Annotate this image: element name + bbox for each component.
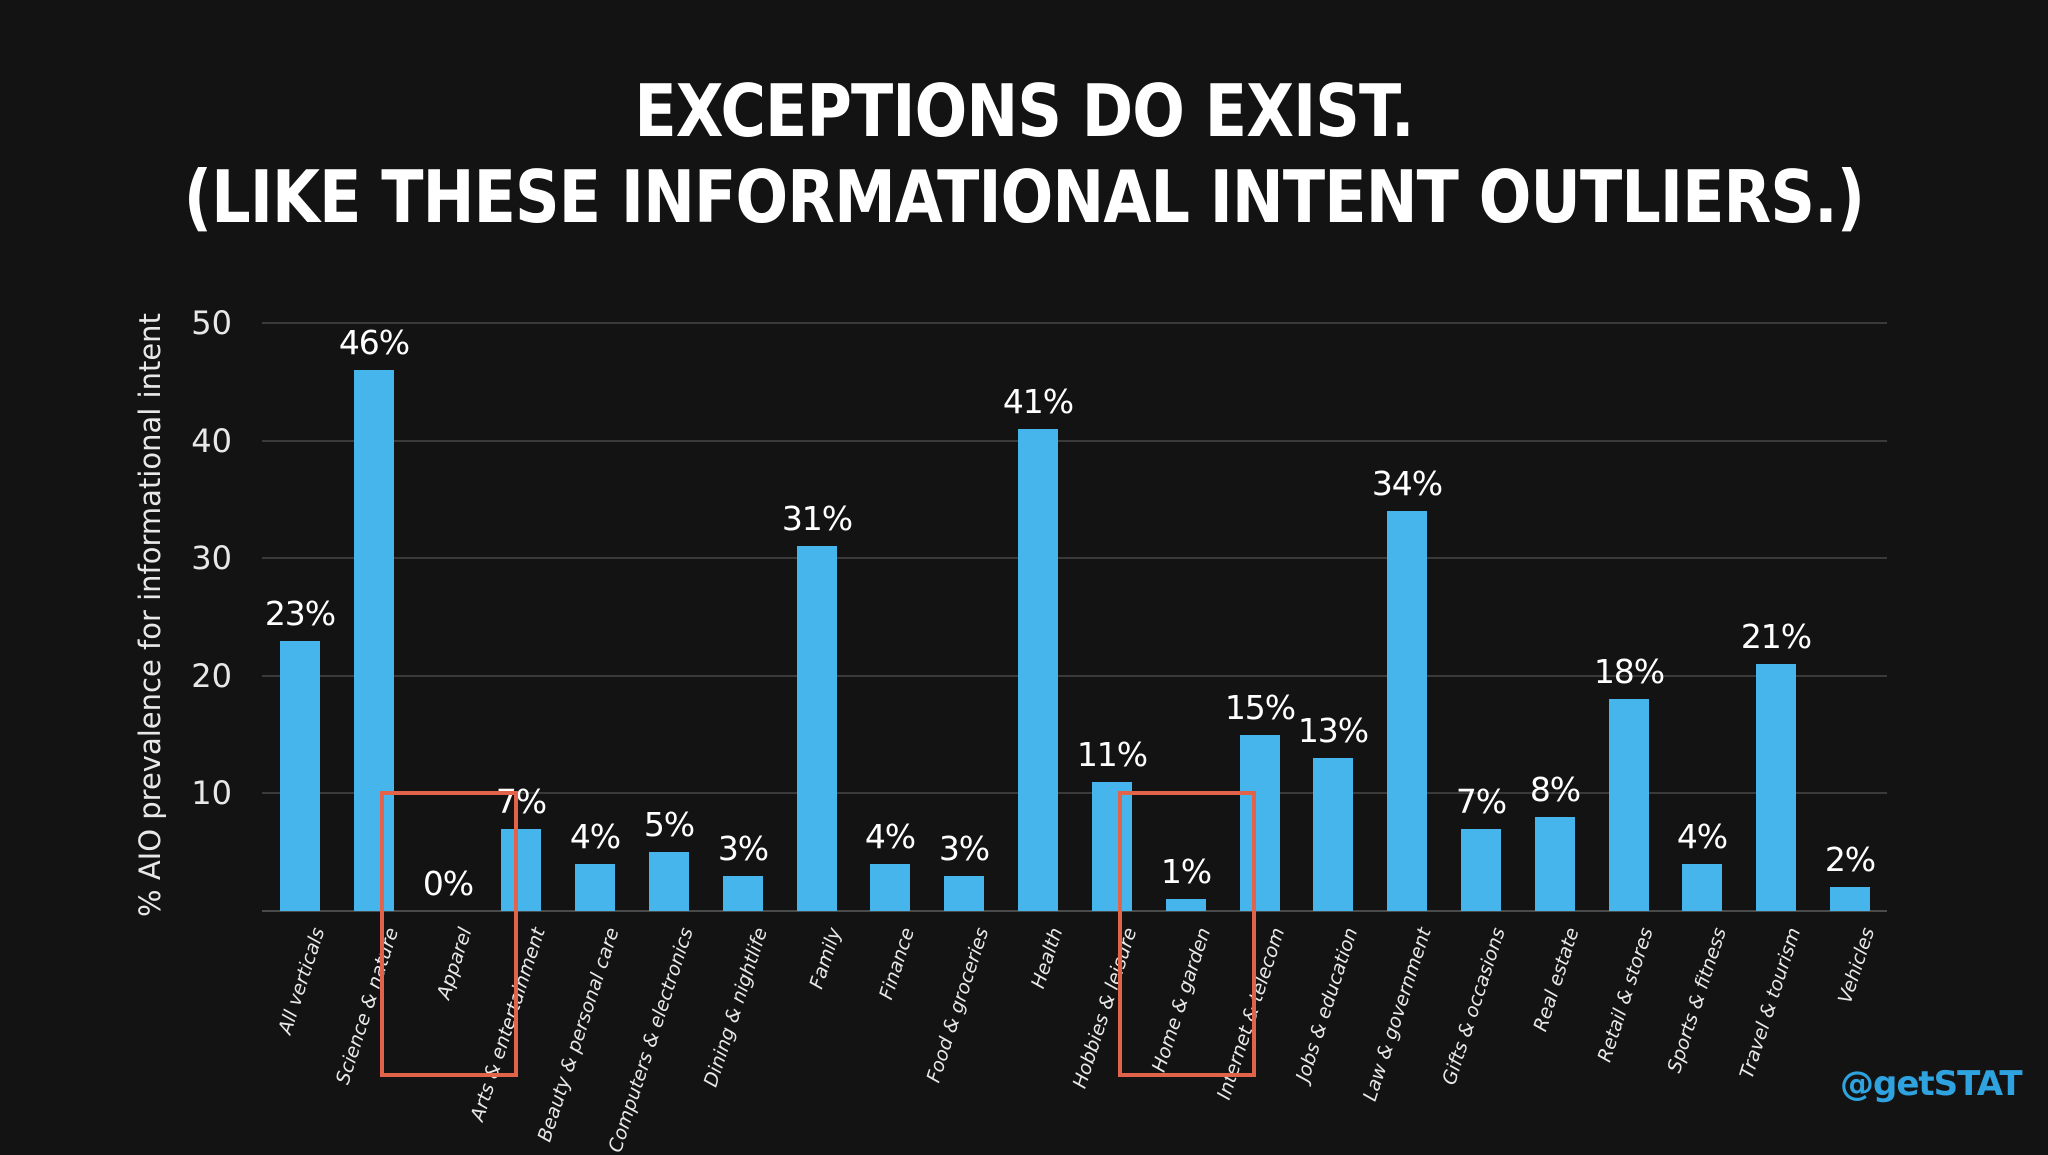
x-tick-label: Computers & electronics xyxy=(604,925,698,1155)
bar-value-label: 4% xyxy=(1676,817,1728,856)
gridline xyxy=(262,792,1887,794)
bar xyxy=(944,876,984,911)
bar-value-label: 41% xyxy=(1002,382,1074,421)
bar-value-label: 2% xyxy=(1824,840,1876,879)
x-tick-label: Dining & nightlife xyxy=(699,925,772,1090)
bar-value-label: 3% xyxy=(717,829,769,868)
bar xyxy=(1313,758,1353,911)
gridline xyxy=(262,675,1887,677)
bar-value-label: 21% xyxy=(1740,617,1812,656)
highlight-box xyxy=(1118,791,1256,1077)
bar xyxy=(1166,899,1206,911)
y-axis-label: % AIO prevalence for informational inten… xyxy=(133,313,167,917)
bar-value-label: 11% xyxy=(1076,735,1148,774)
bar-value-label: 8% xyxy=(1529,770,1581,809)
bar xyxy=(1830,887,1870,911)
x-tick-label: Retail & stores xyxy=(1593,925,1658,1065)
bar xyxy=(1018,429,1058,911)
gridline xyxy=(262,322,1887,324)
bar-value-label: 5% xyxy=(643,805,695,844)
slide-title: EXCEPTIONS DO EXIST. (LIKE THESE INFORMA… xyxy=(0,68,2048,240)
bar xyxy=(1609,699,1649,911)
bar-value-label: 18% xyxy=(1593,652,1665,691)
highlight-box xyxy=(380,791,518,1077)
bar xyxy=(1461,829,1501,911)
y-tick-label: 40 xyxy=(191,422,232,460)
bar xyxy=(280,641,320,911)
bar-value-label: 23% xyxy=(264,594,336,633)
gridline xyxy=(262,440,1887,442)
bar-value-label: 34% xyxy=(1371,464,1443,503)
bar xyxy=(1387,511,1427,911)
bar-value-label: 3% xyxy=(938,829,990,868)
x-axis-line xyxy=(262,910,1887,912)
bar xyxy=(575,864,615,911)
gridline xyxy=(262,557,1887,559)
bar-value-label: 31% xyxy=(781,499,853,538)
bar xyxy=(354,370,394,911)
bar-value-label: 7% xyxy=(1455,782,1507,821)
y-tick-label: 50 xyxy=(191,304,232,342)
x-tick-label: Gifts & occasions xyxy=(1438,925,1510,1088)
x-tick-label: Food & groceries xyxy=(922,925,994,1086)
bar-value-label: 4% xyxy=(864,817,916,856)
x-tick-label: All verticals xyxy=(274,925,330,1037)
x-tick-label: Health xyxy=(1027,925,1068,992)
bar-value-label: 4% xyxy=(569,817,621,856)
twitter-handle: @getSTAT xyxy=(1840,1064,2023,1104)
x-tick-label: Beauty & personal care xyxy=(533,925,624,1145)
bar-value-label: 0% xyxy=(422,864,474,903)
y-tick-label: 20 xyxy=(191,657,232,695)
bar-value-label: 46% xyxy=(338,323,410,362)
bar xyxy=(1682,864,1722,911)
bar-value-label: 13% xyxy=(1297,711,1369,750)
x-tick-label: Law & government xyxy=(1358,925,1436,1104)
x-tick-label: Sports & fitness xyxy=(1663,925,1731,1076)
bar xyxy=(1092,782,1132,911)
x-tick-label: Travel & tourism xyxy=(1735,925,1806,1082)
x-tick-label: Real estate xyxy=(1529,925,1584,1035)
bar-value-label: 7% xyxy=(495,782,547,821)
bar xyxy=(1756,664,1796,911)
bar xyxy=(649,852,689,911)
bar xyxy=(1240,735,1280,911)
bar xyxy=(870,864,910,911)
bar xyxy=(723,876,763,911)
y-tick-label: 30 xyxy=(191,539,232,577)
title-line-2: (LIKE THESE INFORMATIONAL INTENT OUTLIER… xyxy=(183,155,1865,239)
bar xyxy=(1535,817,1575,911)
x-tick-label: Finance xyxy=(875,925,920,1003)
x-tick-label: Jobs & education xyxy=(1291,925,1363,1085)
bar xyxy=(797,546,837,911)
bar-value-label: 1% xyxy=(1160,852,1212,891)
y-tick-label: 10 xyxy=(191,774,232,812)
bar-value-label: 15% xyxy=(1224,688,1296,727)
title-line-1: EXCEPTIONS DO EXIST. xyxy=(634,69,1414,153)
x-tick-label: Vehicles xyxy=(1834,925,1880,1007)
x-tick-label: Family xyxy=(805,925,846,992)
bar xyxy=(501,829,541,911)
